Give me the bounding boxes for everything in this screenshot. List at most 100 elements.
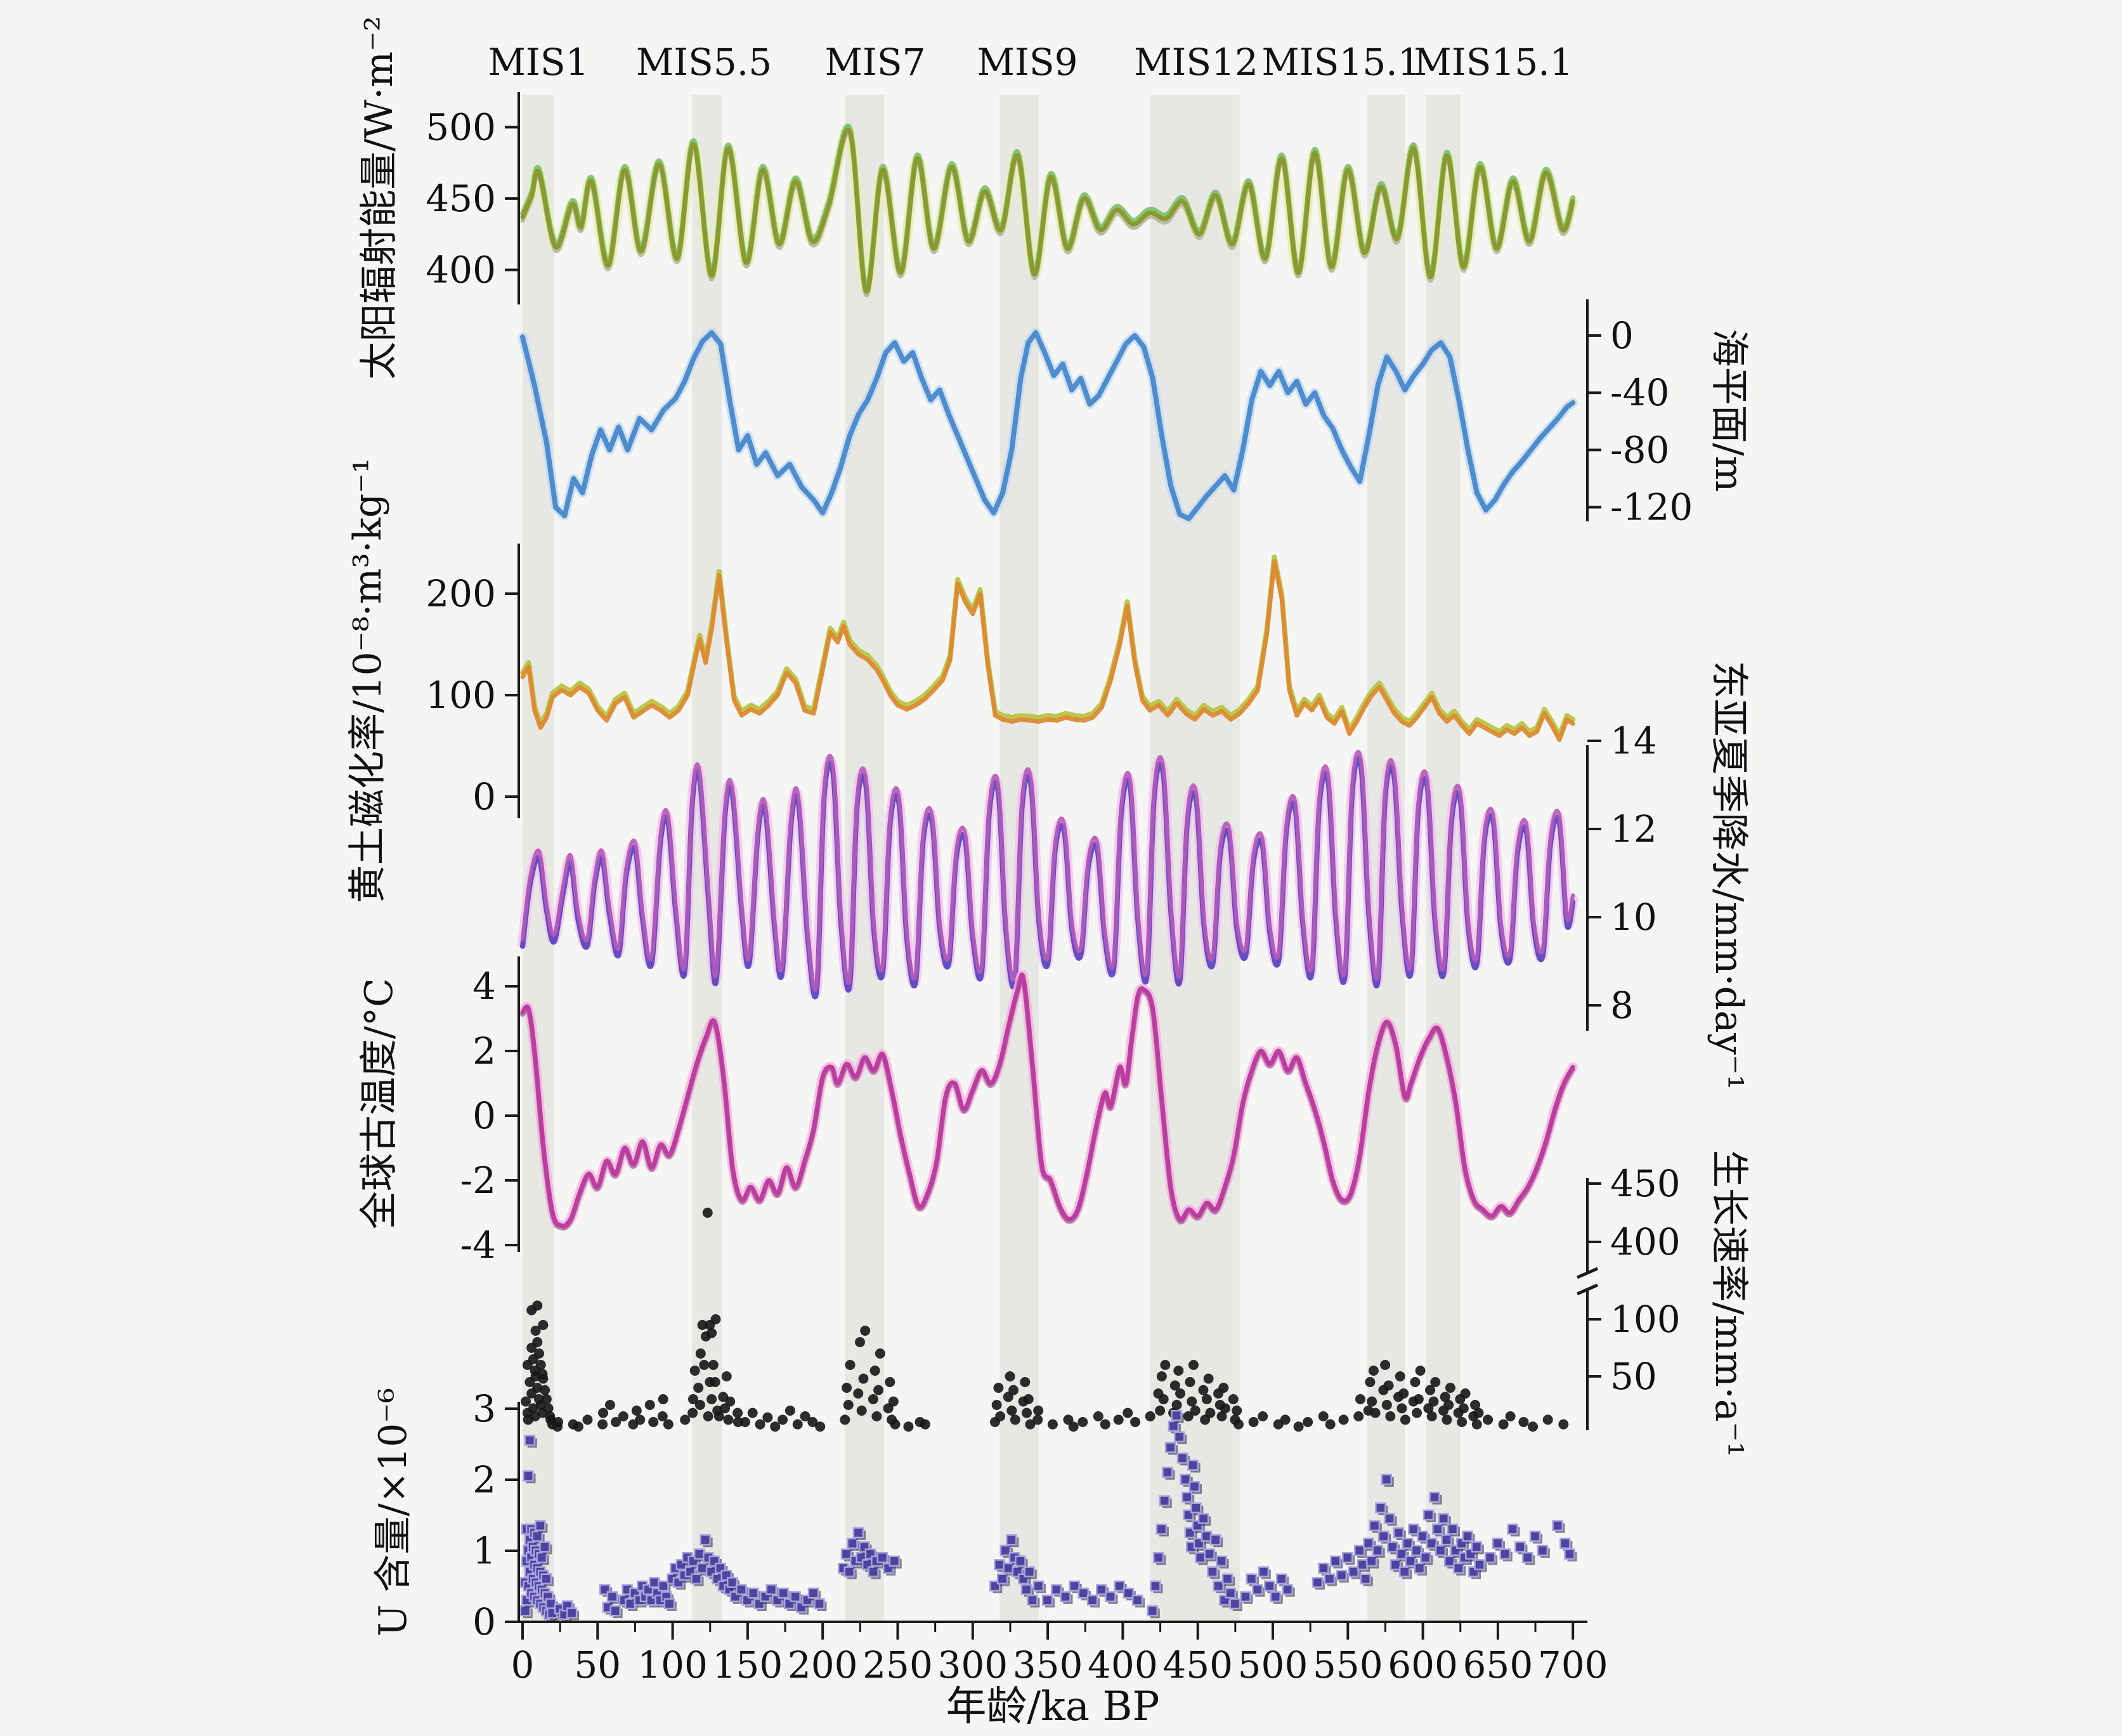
sea-axis-tick-label: -120 bbox=[1610, 486, 1693, 529]
u-content-point bbox=[1006, 1534, 1017, 1546]
u-content-point bbox=[1181, 1491, 1193, 1503]
growth-rate-point bbox=[1155, 1406, 1166, 1416]
growth-rate-point bbox=[1471, 1419, 1482, 1430]
ylabel-u-content: U 含量/×10⁻⁶ bbox=[371, 1388, 415, 1636]
solar-axis-tick-label: 400 bbox=[426, 249, 496, 292]
growth-rate-point bbox=[635, 1414, 646, 1425]
growth-rate-point bbox=[1173, 1366, 1184, 1376]
growth-rate-point bbox=[1381, 1400, 1392, 1410]
growth-rate-point bbox=[800, 1411, 810, 1421]
growth-rate-point bbox=[706, 1328, 717, 1338]
series-layer bbox=[517, 123, 1578, 1622]
u-content-point bbox=[1282, 1584, 1293, 1595]
u-content-point bbox=[566, 1607, 578, 1619]
u-axis-tick-label: 2 bbox=[472, 1458, 496, 1501]
x-tick-label: 700 bbox=[1538, 1643, 1608, 1687]
u-content-point bbox=[1405, 1555, 1416, 1567]
u-content-point bbox=[1155, 1524, 1168, 1535]
growth-rate-point bbox=[597, 1419, 608, 1430]
u-content-point bbox=[778, 1587, 789, 1599]
u-content-point bbox=[663, 1598, 675, 1610]
u-content-point bbox=[1188, 1480, 1201, 1492]
growth-rate-point bbox=[1232, 1406, 1242, 1416]
u-content-point bbox=[1564, 1548, 1575, 1560]
axis-break-mark bbox=[1576, 1267, 1599, 1279]
growth-rate-point bbox=[1413, 1394, 1424, 1404]
growth-rate-point bbox=[1458, 1403, 1469, 1414]
growth-rate-point bbox=[552, 1421, 563, 1432]
u-content-point bbox=[1159, 1495, 1170, 1506]
growth-rate-point bbox=[1160, 1360, 1171, 1370]
growth-axis-tick-label: 450 bbox=[1610, 1162, 1681, 1205]
u-content-point bbox=[1417, 1530, 1428, 1542]
growth-axis-tick-label: 400 bbox=[1610, 1220, 1681, 1263]
growth-rate-point bbox=[1370, 1407, 1381, 1418]
u-content-point bbox=[1471, 1541, 1483, 1553]
u-content-point bbox=[1402, 1537, 1414, 1550]
u-content-point bbox=[1375, 1502, 1386, 1514]
x-tick-label: 250 bbox=[862, 1643, 933, 1687]
precip-axis-tick-label: 12 bbox=[1610, 807, 1657, 851]
growth-rate-point bbox=[540, 1385, 550, 1395]
growth-rate-point bbox=[1426, 1411, 1437, 1421]
x-tick-label: 500 bbox=[1238, 1643, 1308, 1687]
growth-rate-point bbox=[1023, 1394, 1034, 1404]
u-content-point bbox=[1041, 1595, 1053, 1606]
u-content-point bbox=[1363, 1537, 1374, 1550]
u-content-point bbox=[1377, 1530, 1390, 1542]
growth-rate-point bbox=[1158, 1394, 1169, 1404]
u-content-point bbox=[1114, 1580, 1125, 1592]
growth-rate-point bbox=[1008, 1385, 1019, 1395]
growth-rate-point bbox=[807, 1417, 818, 1427]
precip-axis-tick-label: 8 bbox=[1610, 984, 1634, 1027]
growth-rate-point bbox=[732, 1407, 743, 1418]
growth-rate-point bbox=[1383, 1380, 1394, 1391]
u-content-point bbox=[1015, 1555, 1026, 1567]
u-content-point bbox=[999, 1544, 1012, 1557]
temp-main-line bbox=[520, 972, 1575, 1229]
mis-label: MIS7 bbox=[825, 41, 926, 84]
u-content-point bbox=[1201, 1530, 1213, 1542]
growth-rate-point bbox=[858, 1373, 869, 1384]
u-content-point bbox=[1357, 1559, 1369, 1570]
growth-rate-point bbox=[1093, 1411, 1103, 1421]
u-content-point bbox=[1187, 1459, 1199, 1471]
growth-rate-point bbox=[995, 1411, 1006, 1421]
mis-label: MIS9 bbox=[977, 41, 1078, 84]
precip-axis-tick-label: 14 bbox=[1610, 719, 1657, 762]
u-content-point bbox=[1429, 1491, 1440, 1503]
u-content-point bbox=[1552, 1520, 1563, 1532]
u-axis-tick-label: 3 bbox=[472, 1387, 496, 1430]
ylabel-temperature: 全球古温度/°C bbox=[357, 978, 401, 1229]
growth-rate-point bbox=[1412, 1407, 1422, 1418]
growth-rate-point bbox=[1303, 1417, 1313, 1427]
growth-rate-point bbox=[703, 1411, 713, 1421]
growth-rate-point bbox=[1183, 1411, 1194, 1421]
growth-rate-point bbox=[843, 1400, 854, 1410]
u-content-point bbox=[889, 1555, 901, 1567]
x-tick-label: 100 bbox=[637, 1643, 708, 1687]
ylabel-sea-level: 海平面/m bbox=[1707, 329, 1751, 492]
x-tick-label: 0 bbox=[511, 1643, 535, 1687]
growth-rate-point bbox=[1380, 1360, 1391, 1370]
u-content-point bbox=[1499, 1548, 1511, 1560]
mis-label: MIS15.1 bbox=[1261, 41, 1421, 84]
growth-rate-point bbox=[1130, 1417, 1141, 1427]
growth-rate-point bbox=[708, 1360, 719, 1370]
sea-main-line bbox=[520, 330, 1576, 521]
growth-rate-point bbox=[856, 1406, 867, 1416]
u-content-point bbox=[1372, 1544, 1383, 1557]
u-content-point bbox=[1275, 1573, 1287, 1585]
temp-halo-line bbox=[517, 970, 1578, 1231]
u-content-point bbox=[1408, 1524, 1419, 1535]
growth-rate-point bbox=[842, 1383, 852, 1393]
solar-axis-tick-label: 450 bbox=[426, 177, 496, 220]
growth-rate-point bbox=[890, 1419, 901, 1430]
u-content-point bbox=[1369, 1520, 1381, 1532]
u-content-point bbox=[531, 1530, 543, 1542]
growth-rate-point bbox=[860, 1326, 871, 1336]
growth-rate-point bbox=[1395, 1371, 1405, 1381]
growth-rate-point bbox=[535, 1360, 546, 1370]
growth-rate-point bbox=[631, 1406, 642, 1416]
u-content-point bbox=[1365, 1555, 1377, 1567]
